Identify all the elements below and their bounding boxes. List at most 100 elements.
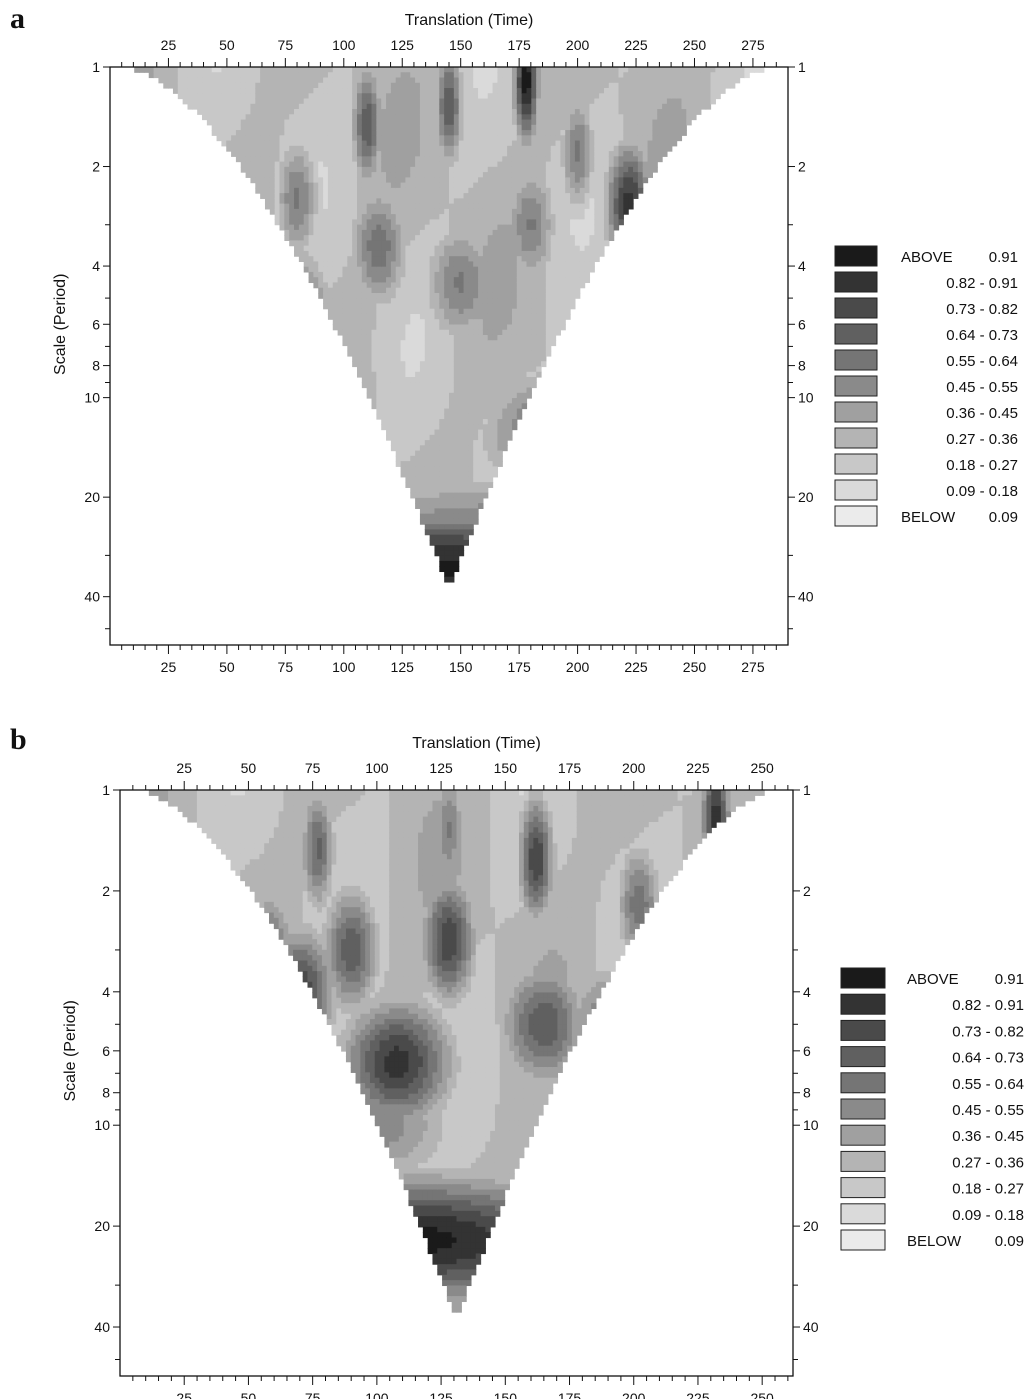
heatmap-cell	[589, 224, 595, 231]
heatmap-cell	[468, 67, 474, 73]
heatmap-cell	[429, 240, 436, 247]
heatmap-cell	[482, 382, 489, 389]
heatmap-cell	[541, 72, 547, 79]
heatmap-cell	[342, 219, 348, 226]
heatmap-cell	[560, 72, 566, 79]
heatmap-cell	[260, 182, 266, 189]
heatmap-cell	[410, 434, 416, 441]
heatmap-cell	[536, 266, 542, 273]
heatmap-cell	[168, 82, 174, 89]
heatmap-cell	[545, 172, 552, 178]
heatmap-cell	[550, 334, 557, 341]
heatmap-cell	[502, 413, 508, 420]
heatmap-cell	[603, 82, 610, 89]
heatmap-cell	[589, 109, 595, 115]
heatmap-cell	[390, 77, 397, 84]
heatmap-cell	[453, 140, 460, 147]
heatmap-cell	[487, 371, 494, 378]
heatmap-cell	[439, 508, 445, 515]
heatmap-cell	[415, 77, 421, 84]
heatmap-cell	[323, 298, 329, 305]
heatmap-cell	[294, 224, 300, 231]
heatmap-cell	[468, 172, 474, 178]
heatmap-cell	[352, 235, 358, 241]
heatmap-cell	[492, 277, 499, 284]
heatmap-cell	[589, 250, 595, 257]
heatmap-cell	[570, 177, 576, 184]
heatmap-cell	[434, 124, 440, 131]
heatmap-cell	[434, 298, 440, 305]
heatmap-cell	[410, 219, 416, 226]
heatmap-cell	[274, 203, 281, 210]
heatmap-cell	[434, 356, 440, 362]
heatmap-cell	[516, 93, 523, 100]
heatmap-cell	[541, 266, 547, 273]
heatmap-cell	[231, 77, 237, 84]
heatmap-cell	[400, 313, 407, 320]
heatmap-cell	[468, 277, 474, 284]
heatmap-cell	[419, 471, 426, 478]
heatmap-cell	[289, 229, 295, 236]
heatmap-cell	[395, 161, 402, 168]
heatmap-cell	[415, 224, 421, 231]
heatmap-cell	[511, 345, 518, 352]
heatmap-cell	[366, 361, 373, 368]
heatmap-cell	[478, 350, 484, 357]
heatmap-cell	[526, 277, 532, 284]
heatmap-cell	[570, 287, 576, 294]
heatmap-cell	[550, 298, 557, 305]
heatmap-cell	[400, 119, 407, 126]
heatmap-cell	[550, 172, 557, 178]
heatmap-cell	[337, 203, 344, 210]
heatmap-cell	[434, 208, 440, 215]
heatmap-cell	[468, 198, 474, 205]
heatmap-cell	[356, 156, 363, 163]
heatmap-cell	[449, 319, 455, 326]
heatmap-cell	[323, 277, 329, 284]
heatmap-cell	[453, 329, 460, 336]
heatmap-cell	[405, 166, 411, 173]
heatmap-cell	[298, 229, 305, 236]
heatmap-cell	[332, 256, 339, 263]
heatmap-cell	[478, 377, 484, 383]
heatmap-cell	[618, 187, 624, 194]
heatmap-cell	[550, 235, 557, 241]
heatmap-cell	[405, 350, 411, 357]
heatmap-cell	[463, 534, 469, 541]
heatmap-cell	[415, 313, 421, 320]
heatmap-cell	[284, 124, 290, 131]
heatmap-cell	[381, 292, 387, 299]
heatmap-cell	[482, 455, 489, 462]
heatmap-cell	[439, 208, 445, 215]
heatmap-cell	[584, 271, 591, 278]
heatmap-cell	[284, 98, 290, 105]
heatmap-cell	[444, 214, 450, 220]
heatmap-cell	[521, 271, 528, 278]
heatmap-cell	[603, 219, 610, 226]
heatmap-cell	[458, 539, 465, 546]
heatmap-cell	[511, 98, 518, 105]
heatmap-cell	[492, 240, 499, 247]
heatmap-cell	[444, 298, 450, 305]
heatmap-cell	[419, 266, 426, 273]
heatmap-cell	[337, 130, 344, 136]
heatmap-cell	[603, 193, 610, 199]
heatmap-cell	[356, 261, 363, 268]
heatmap-cell	[463, 219, 469, 226]
heatmap-cell	[507, 429, 513, 436]
heatmap-cell	[536, 124, 542, 131]
heatmap-cell	[468, 282, 474, 289]
heatmap-cell	[502, 140, 508, 147]
heatmap-cell	[497, 424, 503, 431]
heatmap-cell	[637, 187, 644, 194]
heatmap-cell	[381, 408, 387, 415]
heatmap-cell	[439, 292, 445, 299]
heatmap-cell	[439, 408, 445, 415]
heatmap-cell	[274, 214, 281, 220]
heatmap-cell	[429, 208, 436, 215]
heatmap-cell	[381, 109, 387, 115]
heatmap-cell	[323, 130, 329, 136]
heatmap-cell	[269, 67, 276, 73]
heatmap-cell	[516, 151, 523, 157]
heatmap-cell	[332, 93, 339, 100]
